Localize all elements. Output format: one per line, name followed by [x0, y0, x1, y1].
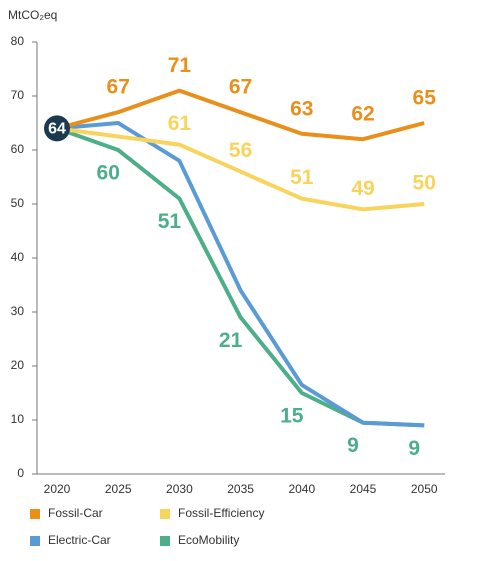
- y-tick-label: 40: [11, 250, 25, 264]
- value-label: 15: [280, 405, 304, 428]
- value-label: 51: [158, 210, 182, 233]
- series-line: [56, 88, 425, 142]
- start-marker: [44, 115, 70, 142]
- legend-label: Fossil-Car: [48, 506, 103, 520]
- series-line: [56, 126, 425, 212]
- legend-swatch: [30, 536, 40, 546]
- series-line: [56, 121, 425, 428]
- value-label: 63: [290, 97, 313, 120]
- y-tick-label: 50: [11, 196, 25, 210]
- x-tick-label: 2025: [105, 482, 132, 496]
- value-label: 21: [219, 329, 243, 352]
- x-tick-label: 2045: [350, 482, 377, 496]
- value-label: 50: [413, 172, 436, 195]
- value-label: 67: [107, 76, 130, 99]
- y-tick-label: 0: [17, 466, 24, 480]
- value-label: 71: [168, 54, 192, 77]
- y-tick-label: 30: [11, 304, 25, 318]
- x-tick-label: 2030: [166, 482, 193, 496]
- value-label: 60: [97, 162, 120, 185]
- value-label: 9: [347, 434, 359, 457]
- start-label: 64: [48, 121, 66, 138]
- value-label: 61: [168, 112, 192, 135]
- value-label: 62: [351, 103, 374, 126]
- y-tick-label: 10: [11, 412, 25, 426]
- value-label: 9: [408, 437, 420, 460]
- x-tick-label: 2050: [411, 482, 438, 496]
- legend-label: Electric-Car: [48, 533, 111, 547]
- value-label: 51: [290, 166, 314, 189]
- legend-swatch: [160, 509, 170, 519]
- x-tick-label: 2035: [227, 482, 254, 496]
- y-tick-label: 70: [11, 88, 25, 102]
- value-label: 56: [229, 139, 252, 162]
- legend-label: EcoMobility: [178, 533, 239, 547]
- legend-swatch: [160, 536, 170, 546]
- x-tick-label: 2020: [44, 482, 71, 496]
- y-tick-label: 60: [11, 142, 25, 156]
- y-tick-label: 20: [11, 358, 25, 372]
- legend-label: Fossil-Efficiency: [178, 506, 264, 520]
- y-tick-label: 80: [11, 34, 25, 48]
- x-tick-label: 2040: [288, 482, 315, 496]
- y-axis-label: MtCO₂eq: [8, 8, 57, 22]
- value-label: 49: [351, 177, 374, 200]
- value-label: 65: [413, 87, 437, 110]
- value-label: 67: [229, 76, 252, 99]
- legend-swatch: [30, 509, 40, 519]
